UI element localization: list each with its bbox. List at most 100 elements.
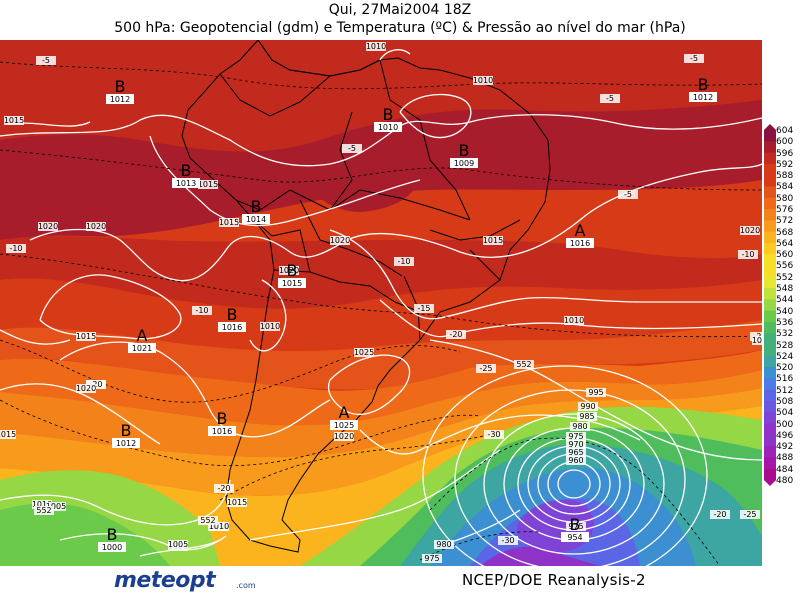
shading-band: [0, 350, 762, 426]
color-scale-label: 596: [776, 148, 794, 159]
scale-swatch: [764, 141, 776, 154]
isobar-label-box: [564, 316, 584, 325]
isobar-label-box: [227, 498, 247, 507]
isobar-label: 1020: [330, 236, 350, 245]
scale-swatch: [764, 344, 776, 357]
isobar-label: 980: [572, 422, 587, 431]
pressure-center-value: 1012: [693, 93, 713, 102]
pressure-center-box: [689, 92, 717, 102]
pressure-center-letter: A: [339, 403, 350, 422]
temperature-label-box: [618, 190, 638, 199]
isobar-label: 1015: [0, 430, 16, 439]
temperature-label-box: [476, 364, 496, 373]
map-variable-title: 500 hPa: Geopotencial (gdm) e Temperatur…: [114, 20, 686, 36]
height-label: 552: [36, 506, 51, 515]
color-scale-label: 532: [776, 329, 794, 340]
height-labels: 552 552 552: [34, 360, 534, 525]
shading-band: [0, 236, 762, 309]
isobar-label: 995: [588, 388, 603, 397]
temperature-label: -20: [449, 330, 462, 339]
isotherms: [0, 61, 762, 566]
pressure-centers: B1012B1013B1014B1010B1009B1012A1016B1015…: [98, 75, 717, 552]
color-scale-label: 588: [776, 171, 794, 182]
isobar-label: 1020: [38, 222, 58, 231]
temperature-label: -10: [195, 306, 208, 315]
pressure-center-box: [561, 532, 589, 542]
temperature-label-box: [684, 54, 704, 63]
isobar-label: 1015: [198, 180, 218, 189]
color-scale-label: 516: [776, 374, 794, 385]
isobar-label: 1015: [219, 218, 239, 227]
pressure-center-value: 1012: [116, 439, 136, 448]
isobar-label: 1020: [740, 226, 760, 235]
pressure-center-letter: B: [217, 409, 228, 428]
meteopt-logo: meteopt: [114, 568, 216, 593]
scale-swatch: [764, 378, 776, 391]
temperature-label: -5: [42, 56, 50, 65]
pressure-center-letter: B: [121, 421, 132, 440]
color-scale-label: 508: [776, 396, 794, 407]
isobar-label-box: [38, 222, 58, 231]
color-scale-label: 512: [776, 385, 794, 396]
scale-swatch: [764, 231, 776, 244]
isobar-label: 1020: [76, 384, 96, 393]
isobar-label-box: [483, 236, 503, 245]
pressure-center-letter: B: [570, 515, 581, 534]
pressure-center-box: [450, 158, 478, 168]
color-scale-label: 604: [776, 126, 794, 136]
isobar-label-box: [434, 540, 454, 549]
isobar-label: 1015: [483, 236, 503, 245]
isobar-label: 975: [568, 522, 583, 531]
temperature-label-box: [342, 144, 362, 153]
scale-swatch: [764, 152, 776, 165]
isobar-label-box: [566, 522, 586, 531]
scale-swatch: [764, 423, 776, 436]
scale-arrow-bottom: [764, 480, 776, 486]
isobar-label: 1015: [227, 498, 247, 507]
pressure-center-box: [128, 343, 156, 353]
isobar-label: 1020: [752, 336, 762, 345]
pressure-center-box: [172, 178, 200, 188]
isobar-label: 985: [579, 412, 594, 421]
temperature-height-shading: [0, 40, 762, 566]
temperature-label: -25: [743, 510, 756, 519]
scale-swatch: [764, 333, 776, 346]
color-scale-label: 568: [776, 227, 794, 238]
scale-swatch: [764, 265, 776, 278]
isobar-label-box: [422, 554, 442, 563]
scale-swatch: [764, 446, 776, 458]
pressure-center-box: [278, 278, 306, 288]
scale-swatch: [764, 186, 776, 199]
temperature-label: -5: [624, 190, 632, 199]
temperature-label: -20: [713, 510, 726, 519]
pressure-center-letter: B: [115, 77, 126, 96]
pressure-center-box: [218, 322, 246, 332]
pressure-center-letter: B: [287, 261, 298, 280]
pressure-center-letter: A: [137, 326, 148, 345]
temperature-label: -10: [741, 250, 754, 259]
isobar-label: 1010: [473, 76, 493, 85]
scale-swatch: [764, 276, 776, 289]
color-scale-label: 592: [776, 159, 794, 170]
isobar-label-box: [168, 540, 188, 549]
isobar-label-box: [354, 348, 374, 357]
temperature-label: -30: [487, 430, 500, 439]
pressure-center-value: 1021: [132, 344, 152, 353]
scale-swatch: [764, 468, 776, 481]
weather-map: -5-5-5-5-5-10-10-10-10-10-15-20-20-20-25…: [0, 40, 762, 566]
color-scale-label: 500: [776, 419, 794, 430]
scale-swatch: [764, 412, 776, 425]
pressure-center-value: 1016: [212, 427, 232, 436]
temperature-label-box: [394, 257, 414, 266]
scale-swatch: [764, 209, 776, 221]
pressure-center-letter: B: [251, 197, 262, 216]
color-scale-label: 576: [776, 205, 794, 216]
isobar-label: 1010: [366, 42, 386, 51]
isobar-label-box: [570, 422, 590, 431]
data-source-label: NCEP/DOE Reanalysis-2: [462, 571, 646, 589]
temperature-label: -15: [417, 304, 430, 313]
